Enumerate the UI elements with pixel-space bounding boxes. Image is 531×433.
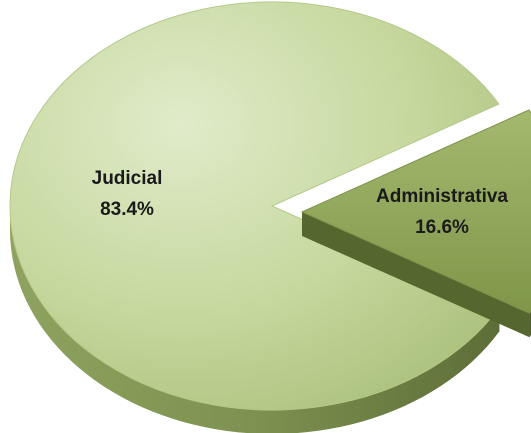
- pie-slices: [9, 1, 531, 433]
- slice-value-judicial: 83.4%: [100, 199, 154, 220]
- slice-label-judicial: Judicial: [92, 168, 163, 189]
- slice-administrativa: [300, 109, 531, 314]
- slice-label-administrativa: Administrativa: [376, 186, 508, 207]
- slice-judicial: [9, 1, 501, 411]
- slice-administrativa-wall: [301, 211, 530, 338]
- pie-labels: Judicial 83.4% Administrativa 16.6%: [92, 168, 509, 238]
- slice-value-administrativa: 16.6%: [415, 217, 469, 238]
